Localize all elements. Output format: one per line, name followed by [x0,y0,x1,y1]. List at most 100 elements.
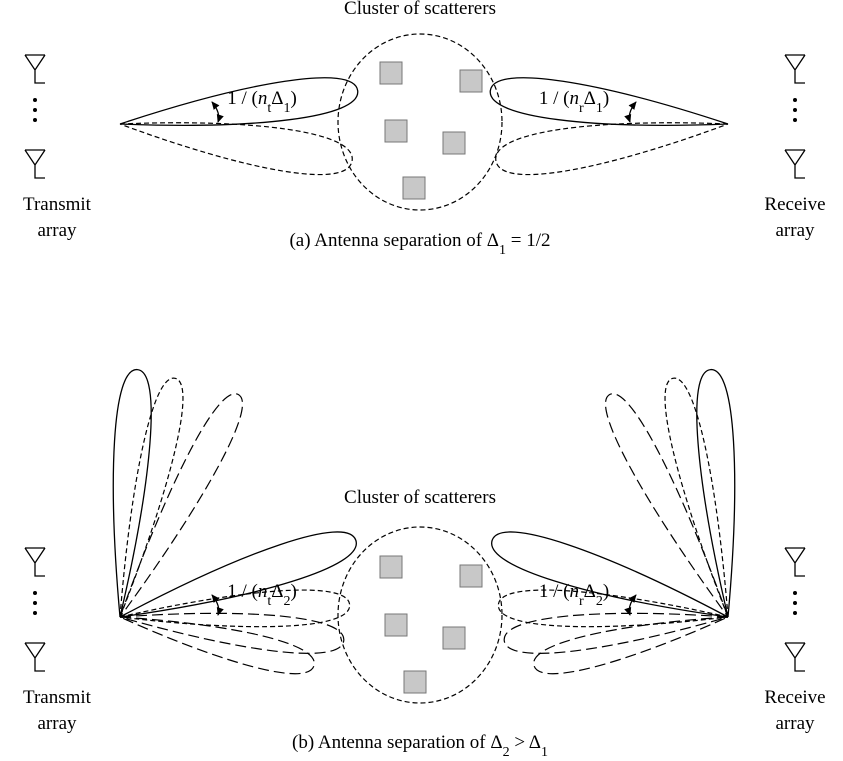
scatterer [403,670,427,694]
antenna [784,149,806,179]
rx-beam-label-part: 1 / ( [539,581,570,602]
ellipsis-dot [793,601,797,605]
scatterer-cluster [337,526,503,704]
caption-part: > Δ [510,732,541,753]
beam-lobe [119,531,357,618]
ellipsis-dot [793,611,797,615]
receive-label: array [775,220,815,241]
ellipsis-dot [33,98,37,102]
ellipsis-dot [33,601,37,605]
receive-label: array [775,713,815,734]
tx-beam-label-part: 1 [283,101,290,116]
antenna [24,149,46,179]
beam-lobe [119,122,353,176]
transmit-label: Transmit [23,194,92,215]
ellipsis-dot [793,98,797,102]
beam-lobe [696,368,736,618]
receive-label: Receive [764,194,825,215]
angle-arc [211,101,224,123]
beam-lobe [495,122,729,176]
caption: (a) Antenna separation of Δ1 = 1/2 [289,230,550,258]
rx-beam-label-part: r [579,101,584,116]
rx-beam-label-part: 1 [596,101,603,116]
tx-beam-label-part: t [267,594,271,609]
angle-arc [211,594,224,616]
beam-group [491,368,736,675]
angle-arc [624,101,637,123]
tx-beam-label-part: n [258,581,268,602]
tx-beam-label-part: 1 / ( [227,581,258,602]
ellipsis-dot [793,591,797,595]
tx-beam-label-part: 2 [283,594,290,609]
ellipsis-dot [33,108,37,112]
tx-beam-label-part: 1 / ( [227,88,258,109]
tx-beam-label-part: ) [290,88,296,109]
shapes [24,33,806,704]
ellipsis-dot [33,118,37,122]
scatterer [384,119,408,143]
tx-beam-label-part: Δ [271,88,283,109]
beam-lobe [497,589,729,628]
beam-lobe [112,368,152,618]
beam-lobe [119,589,351,628]
scatterer [379,555,403,579]
rx-beam-label: 1 / (nrΔ1) [539,88,609,116]
scatterer [402,176,426,200]
tx-beam-label-part: ) [290,581,296,602]
caption-part: (a) Antenna separation of Δ [289,230,499,251]
scatterer-cluster [337,33,503,211]
beam-group [119,77,359,176]
cluster-label: Cluster of scatterers [344,0,496,19]
beam-lobe [664,377,729,618]
beam-group [112,368,357,675]
ellipsis-dot [33,591,37,595]
beam-lobe [119,393,243,618]
beam-lobe [119,377,184,618]
scatterer [459,69,483,93]
antenna [24,547,46,577]
caption-part: (b) Antenna separation of Δ [292,732,503,753]
panel [119,33,729,211]
antenna [784,54,806,84]
beam-lobe [605,393,729,618]
tx-beam-label: 1 / (ntΔ1) [227,88,297,116]
scatterer [384,613,408,637]
antenna [24,642,46,672]
rx-beam-label: 1 / (nrΔ2) [539,581,609,609]
scatterer [459,564,483,588]
ellipsis-dot [793,108,797,112]
transmit-label: array [37,220,77,241]
transmit-label: Transmit [23,687,92,708]
rx-beam-label-part: Δ [584,88,596,109]
antenna [784,642,806,672]
ellipsis-dot [33,611,37,615]
rx-beam-label-part: n [569,581,579,602]
antenna [24,54,46,84]
tx-beam-label-part: n [258,88,268,109]
rx-beam-label-part: 1 / ( [539,88,570,109]
rx-beam-label-part: ) [603,88,609,109]
scatterer [442,626,466,650]
transmit-label: array [37,713,77,734]
beam-lobe [503,612,729,654]
scatterer [379,61,403,85]
rx-beam-label-part: n [569,88,579,109]
beam-group [489,77,729,176]
rx-beam-label-part: Δ [584,581,596,602]
caption: (b) Antenna separation of Δ2 > Δ1 [292,732,548,760]
beam-lobe [491,531,729,618]
caption-part: 2 [503,745,510,760]
tx-beam-label-part: Δ [271,581,283,602]
cluster-label: Cluster of scatterers [344,487,496,508]
panel [112,368,736,704]
angle-arc [624,594,637,616]
rx-beam-label-part: 2 [596,594,603,609]
tx-beam-label-part: t [267,101,271,116]
receive-label: Receive [764,687,825,708]
caption-part: 1 [541,745,548,760]
beam-lobe [119,612,345,654]
tx-beam-label: 1 / (ntΔ2) [227,581,297,609]
antenna [784,547,806,577]
